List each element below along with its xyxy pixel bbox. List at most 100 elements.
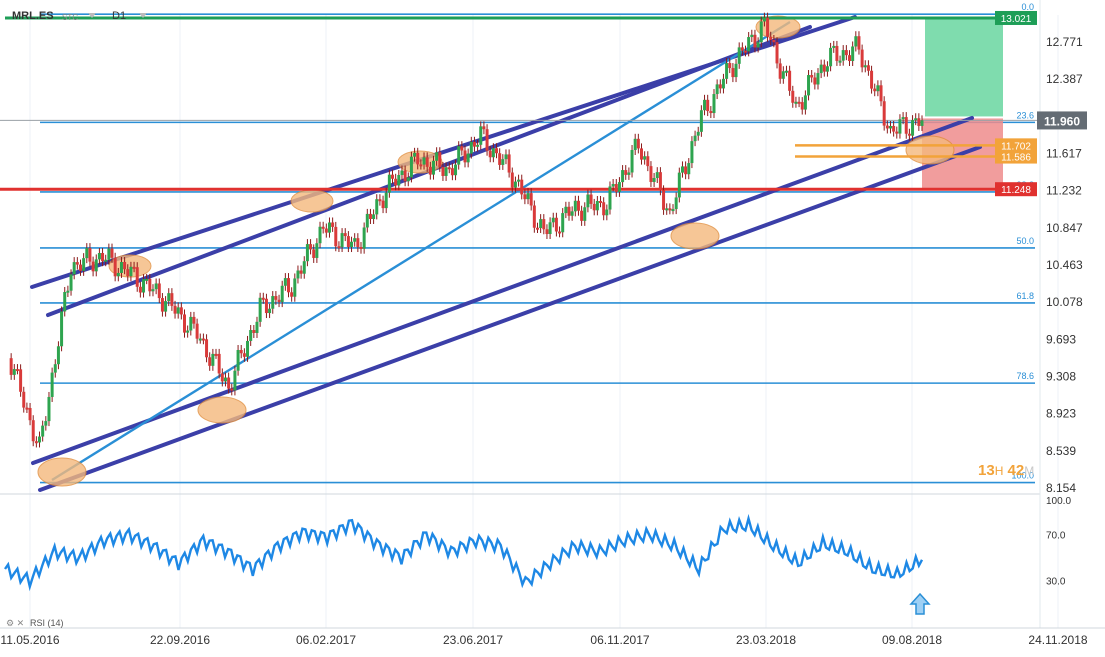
candle-body: [529, 193, 533, 206]
y-tick-label: 11.617: [1046, 147, 1082, 161]
candle-body: [775, 42, 779, 64]
candle-body: [236, 349, 240, 371]
candle-body: [715, 84, 719, 95]
candle-body: [684, 166, 688, 175]
candle-body: [454, 164, 458, 176]
x-axis: 11.05.2016 22.09.2016 06.02.2017 23.06.2017…: [0, 633, 1087, 647]
candle-body: [287, 278, 291, 293]
candle-body: [677, 172, 681, 198]
candle-body: [463, 150, 467, 163]
candle-body: [368, 213, 372, 219]
candle-body: [876, 85, 880, 92]
y-tick-label: 10.078: [1046, 295, 1083, 309]
candle-body: [564, 206, 568, 214]
candle-body: [60, 311, 64, 347]
chevron-down-icon[interactable]: [88, 13, 96, 18]
rsi-tick-label: 30.0: [1046, 577, 1066, 588]
candle-body: [794, 101, 798, 104]
price-tag-text: 11.248: [1001, 185, 1031, 196]
candle-body: [104, 259, 108, 262]
candle-body: [362, 227, 366, 249]
candle-body: [91, 261, 95, 272]
candle-body: [72, 262, 76, 275]
symbol-label[interactable]: MRL.ES: [12, 10, 54, 22]
candle-body: [220, 373, 224, 382]
candle-body: [680, 166, 684, 173]
candle-body: [791, 90, 795, 103]
candle-body: [69, 274, 73, 291]
candle-body: [907, 133, 911, 136]
candle-body: [904, 117, 908, 134]
candle-body: [548, 222, 552, 235]
candle-body: [586, 194, 590, 208]
candle-body: [542, 219, 546, 230]
candle-body: [709, 111, 713, 114]
candle-body: [479, 126, 483, 145]
touch-point-ellipse: [37, 457, 87, 487]
candle-body: [526, 193, 530, 200]
candle-body: [391, 174, 395, 179]
candle-body: [851, 46, 855, 62]
candle-body: [882, 101, 886, 126]
candle-body: [198, 338, 202, 341]
candle-body: [576, 200, 580, 211]
candle-body: [195, 323, 199, 339]
candle-body: [438, 152, 442, 167]
candle-body: [734, 63, 738, 78]
candle-body: [416, 152, 420, 165]
candle-body: [797, 101, 801, 104]
chevron-down-icon[interactable]: [139, 13, 147, 18]
candle-body: [558, 231, 562, 234]
candle-body: [885, 125, 889, 129]
fib-level-label: 23.6: [1016, 110, 1034, 120]
candle-body: [132, 266, 136, 269]
candle-body: [324, 228, 328, 233]
candle-body: [630, 150, 634, 173]
rsi-tick-label: 100.0: [1046, 496, 1071, 507]
candle-body: [523, 194, 527, 200]
candle-body: [911, 120, 915, 136]
candle-body: [766, 17, 770, 37]
candle-body: [441, 166, 445, 176]
candle-body: [863, 65, 867, 68]
candle-body: [75, 262, 79, 265]
candle-body: [747, 37, 751, 52]
fib-level-label: 78.6: [1016, 371, 1034, 381]
x-tick-label: 11.05.2016: [0, 633, 59, 647]
candle-body: [829, 47, 833, 67]
touch-ellipses: [37, 15, 955, 487]
candle-body: [605, 209, 609, 216]
candle-body: [835, 45, 839, 61]
candle-body: [731, 68, 735, 78]
candle-body: [182, 314, 186, 333]
candle-body: [822, 64, 826, 72]
candle-body: [706, 99, 710, 112]
candle-body: [457, 146, 461, 165]
x-tick-label: 23.06.2017: [443, 633, 503, 647]
candle-body: [394, 178, 398, 186]
candle-body: [274, 296, 278, 300]
candle-body: [643, 156, 647, 160]
timeframe-selector[interactable]: D1: [112, 10, 127, 22]
candle-body: [778, 63, 782, 79]
rsi-panel: 100.0 70.0 30.0: [4, 496, 1071, 615]
indicator-settings-icon[interactable]: ⚙ ✕: [6, 618, 25, 628]
candle-body: [621, 170, 625, 183]
candle-body: [223, 377, 227, 382]
candle-body: [255, 321, 259, 333]
candle-body: [252, 330, 256, 333]
candle-body: [781, 71, 785, 79]
arrow-up-icon: [909, 592, 931, 615]
candle-body: [365, 213, 369, 228]
candle-body: [327, 222, 331, 233]
candle-body: [841, 50, 845, 61]
candle-body: [56, 346, 60, 365]
candle-body: [718, 84, 722, 89]
y-tick-label: 8.539: [1046, 444, 1076, 458]
candle-body: [12, 369, 16, 375]
candle-body: [810, 75, 814, 78]
candle-body: [387, 174, 391, 193]
candle-body: [772, 40, 776, 43]
candle-body: [832, 45, 836, 48]
